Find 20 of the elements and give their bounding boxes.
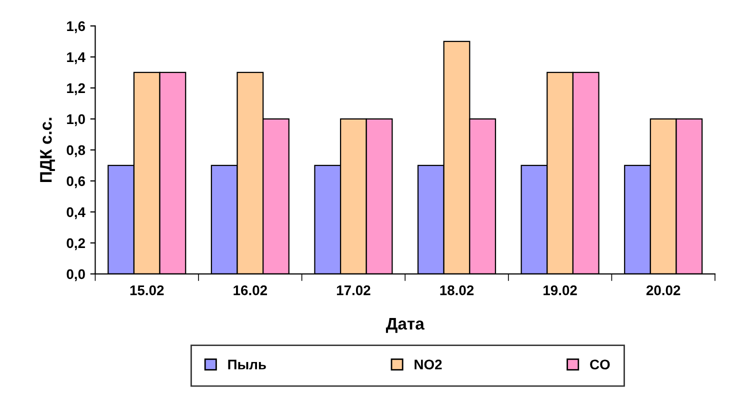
x-tick-label: 18.02 <box>440 285 474 296</box>
x-tick-label: 16.02 <box>234 285 267 296</box>
legend-label: NO2 <box>414 360 442 370</box>
y-tick-label: 0,2 <box>66 238 85 250</box>
x-tick-label: 17.02 <box>336 285 370 296</box>
y-tick-label: 0,8 <box>66 145 86 158</box>
y-tick-label: 0,6 <box>66 176 86 188</box>
x-tick-label: 20.02 <box>646 285 680 296</box>
legend-label: CO <box>590 360 610 370</box>
y-axis-title: ПДК с.с. <box>40 118 55 182</box>
y-tick-label: 1,6 <box>67 21 86 34</box>
x-axis-title: Дата <box>386 318 425 333</box>
y-tick-label: 1,4 <box>67 52 86 64</box>
y-tick-label: 1,2 <box>67 83 85 96</box>
y-tick-label: 0,4 <box>66 207 86 220</box>
y-tick-label: 1,0 <box>67 114 85 126</box>
y-tick-label: 0,0 <box>66 269 85 282</box>
legend-label: Пыль <box>228 360 266 370</box>
x-tick-label: 15.02 <box>130 285 164 296</box>
x-tick-label: 19.02 <box>544 285 577 296</box>
